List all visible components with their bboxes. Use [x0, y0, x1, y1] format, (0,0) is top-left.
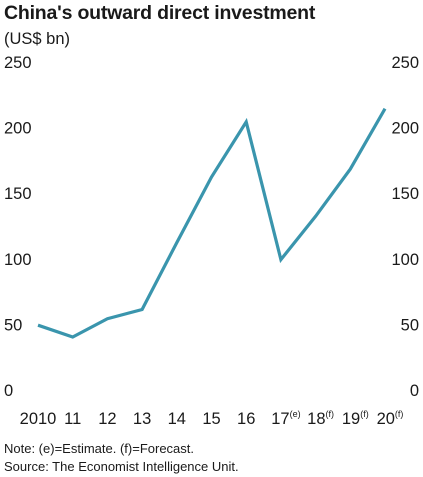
- y-axis-right: 0 50 100 150 200 250: [391, 54, 419, 400]
- x-tick-label: 17(e): [271, 409, 300, 428]
- y-tick-label-left: 150: [4, 185, 32, 203]
- y-tick-label-right: 0: [410, 382, 419, 400]
- y-tick-label-left: 50: [4, 316, 22, 334]
- y-tick-label-right: 250: [391, 54, 419, 72]
- chart-notes: Note: (e)=Estimate. (f)=Forecast. Source…: [4, 440, 239, 476]
- x-tick-label: 16: [237, 410, 255, 428]
- x-tick-mark: (f): [395, 409, 404, 419]
- y-axis-left: 0 50 100 150 200 250: [4, 54, 32, 400]
- x-tick-label: 2010: [20, 410, 57, 428]
- y-tick-label-right: 100: [391, 251, 419, 269]
- x-tick-label: 14: [168, 410, 186, 428]
- x-tick-label: 18(f): [307, 409, 334, 428]
- x-tick-label: 13: [133, 410, 151, 428]
- y-tick-label-left: 200: [4, 120, 32, 138]
- x-tick-label: 20(f): [377, 409, 404, 428]
- x-axis: 2010 11 12 13 14 15 16 17(e) 18(f) 19(f) 20(f): [20, 409, 404, 428]
- x-tick-label: 12: [98, 410, 116, 428]
- x-tick-mark: (f): [326, 409, 335, 419]
- source-note: Source: The Economist Intelligence Unit.: [4, 459, 239, 474]
- y-tick-label-left: 0: [4, 382, 13, 400]
- x-tick-label: 11: [64, 410, 81, 428]
- x-tick-label: 19(f): [342, 409, 369, 428]
- y-tick-label-right: 200: [391, 120, 419, 138]
- x-tick-mark: (f): [360, 409, 369, 419]
- footnote: Note: (e)=Estimate. (f)=Forecast.: [4, 441, 195, 456]
- chart-title: China's outward direct investment: [4, 2, 316, 24]
- chart-subtitle: (US$ bn): [4, 30, 71, 48]
- y-tick-label-left: 100: [4, 251, 32, 269]
- x-tick-mark: (e): [290, 409, 301, 419]
- y-tick-label-right: 150: [391, 185, 419, 203]
- series-line: [37, 107, 387, 339]
- x-tick-label: 15: [202, 410, 220, 428]
- y-tick-label-right: 50: [401, 316, 419, 334]
- y-tick-label-left: 250: [4, 54, 32, 72]
- series-layer: [37, 107, 387, 339]
